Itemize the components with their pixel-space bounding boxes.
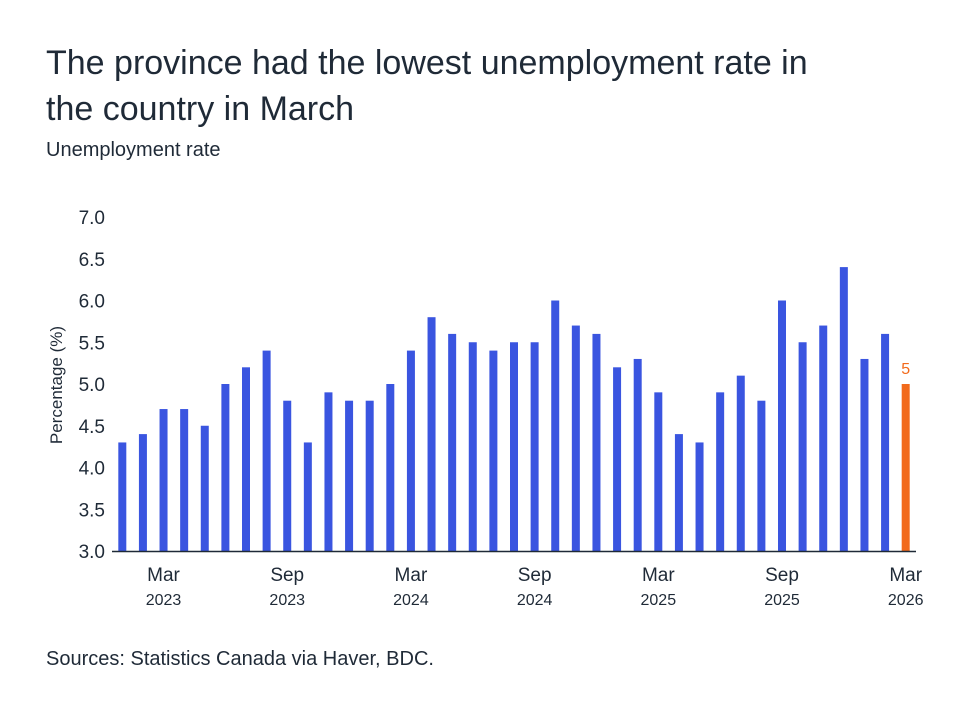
bar bbox=[798, 342, 807, 551]
bar bbox=[881, 333, 890, 551]
bar bbox=[592, 333, 601, 551]
x-tick-year: 2026 bbox=[888, 592, 924, 609]
bar bbox=[510, 342, 518, 551]
bars: 5 bbox=[118, 267, 910, 551]
x-tick-month: Mar bbox=[889, 565, 922, 586]
data-label: 5 bbox=[901, 361, 910, 378]
bar bbox=[530, 342, 539, 551]
bar bbox=[365, 400, 374, 551]
bar bbox=[489, 350, 498, 551]
x-tick-month: Sep bbox=[765, 565, 799, 586]
y-tick-label: 3.5 bbox=[79, 500, 105, 521]
x-tick-year: 2024 bbox=[393, 592, 429, 609]
x-tick-month: Sep bbox=[518, 565, 552, 586]
bar bbox=[551, 300, 560, 551]
bar bbox=[571, 325, 580, 551]
bar bbox=[406, 350, 415, 551]
bar bbox=[283, 400, 292, 551]
y-tick-label: 3.0 bbox=[79, 542, 105, 563]
bar bbox=[716, 392, 725, 551]
bar bbox=[138, 434, 147, 551]
bar bbox=[757, 400, 766, 551]
y-axis-label: Percentage (%) bbox=[47, 326, 66, 444]
bar bbox=[180, 409, 189, 551]
y-tick-label: 7.0 bbox=[79, 208, 105, 229]
x-axis: Mar 2023 Sep 2023 Mar 2024 Sep 2024 Mar 2025 Sep 20… bbox=[112, 550, 924, 609]
bar bbox=[448, 333, 457, 551]
x-tick-year: 2025 bbox=[764, 592, 800, 609]
x-tick-month: Mar bbox=[642, 565, 675, 586]
y-axis: 3.0 3.5 4.0 4.5 5.0 5.5 6.0 6.5 7.0 bbox=[79, 208, 105, 563]
y-tick-label: 4.5 bbox=[79, 417, 105, 438]
bar bbox=[633, 358, 642, 551]
x-tick-month: Sep bbox=[270, 565, 304, 586]
y-tick-label: 6.5 bbox=[79, 250, 105, 271]
bar bbox=[242, 367, 250, 551]
bar bbox=[159, 409, 168, 551]
x-tick-year: 2024 bbox=[517, 592, 553, 609]
x-tick-month: Mar bbox=[395, 565, 428, 586]
y-tick-label: 4.0 bbox=[79, 459, 105, 480]
chart-subtitle: Unemployment rate bbox=[46, 139, 221, 161]
x-tick-year: 2025 bbox=[641, 592, 677, 609]
bar bbox=[221, 384, 230, 551]
bar bbox=[819, 325, 828, 551]
bar bbox=[386, 384, 395, 551]
y-tick-label: 5.0 bbox=[79, 375, 105, 396]
bar bbox=[654, 392, 663, 551]
bar bbox=[262, 350, 271, 551]
bar bbox=[345, 400, 354, 551]
x-tick-year: 2023 bbox=[146, 592, 182, 609]
bar bbox=[613, 367, 622, 551]
bar bbox=[736, 375, 745, 551]
y-tick-label: 5.5 bbox=[79, 333, 105, 354]
bar bbox=[118, 442, 127, 551]
y-tick-label: 6.0 bbox=[79, 292, 105, 313]
bar bbox=[468, 342, 477, 551]
bar bbox=[778, 300, 786, 551]
bar bbox=[860, 358, 869, 551]
bar bbox=[303, 442, 312, 551]
bar bbox=[200, 425, 209, 551]
bar bbox=[427, 317, 436, 551]
bar bbox=[839, 267, 848, 551]
bar bbox=[674, 434, 683, 551]
source-note: Sources: Statistics Canada via Haver, BD… bbox=[46, 648, 434, 670]
x-tick-year: 2023 bbox=[269, 592, 305, 609]
chart-title: The province had the lowest unemployment… bbox=[46, 44, 808, 128]
bar bbox=[695, 442, 704, 551]
bar-highlight bbox=[901, 384, 910, 551]
bar bbox=[324, 392, 333, 551]
x-tick-month: Mar bbox=[147, 565, 180, 586]
